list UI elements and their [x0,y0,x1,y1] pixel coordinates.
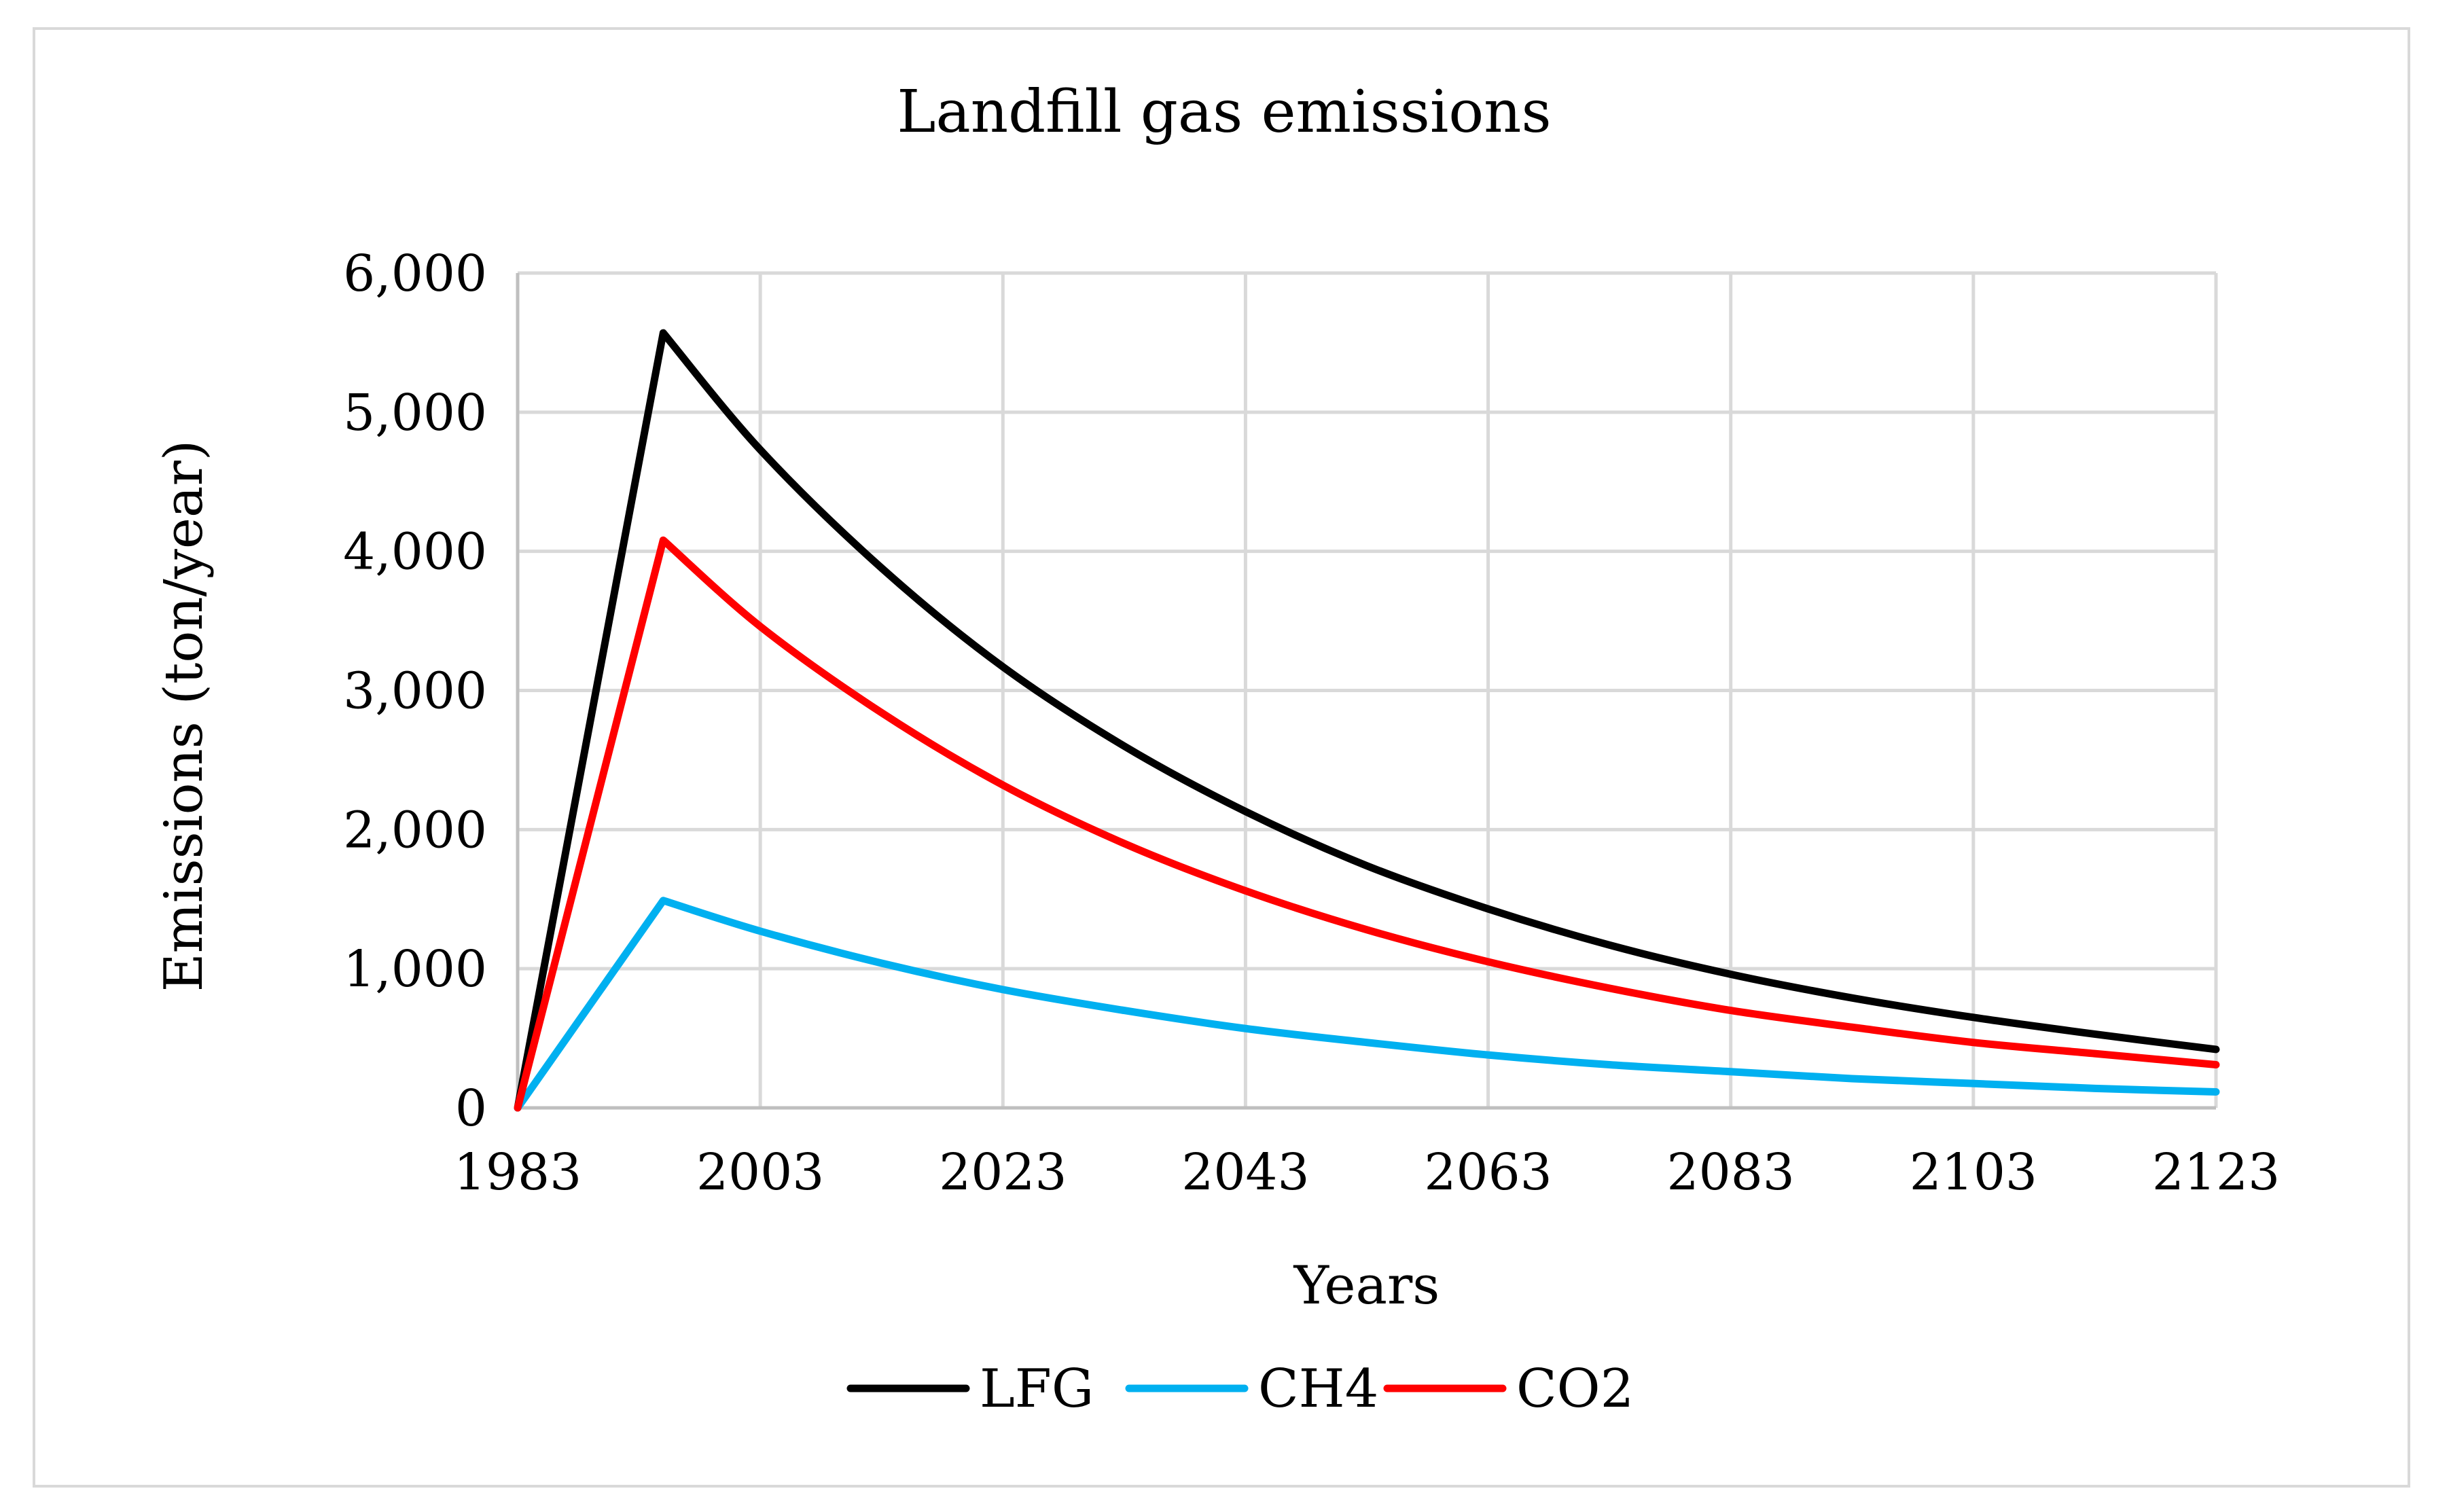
series-lines [514,329,2220,1112]
y-tick-label: 5,000 [343,384,487,442]
tick-labels: 0 1,000 2,000 3,000 4,000 5,000 6,000 1983 2003 2… [343,245,2280,1202]
x-tick-label: 2063 [1424,1143,1552,1202]
y-tick-label: 2,000 [343,801,487,859]
y-axis-title: Emissions (ton/year) [154,440,215,992]
x-tick-label: 2023 [939,1143,1067,1202]
x-tick-label: 2103 [1910,1143,2037,1202]
legend-label: CO2 [1516,1358,1634,1420]
legend-item-lfg: LFG [846,1358,1094,1420]
y-tick-label: 4,000 [343,523,487,581]
y-tick-label: 0 [455,1079,487,1138]
chart-title: Landfill gas emissions [897,78,1551,146]
y-tick-label: 6,000 [343,245,487,303]
axes [516,273,2216,1110]
x-tick-label: 2003 [696,1143,824,1202]
legend-label: LFG [980,1358,1094,1420]
legend-item-co2: CO2 [1383,1358,1634,1420]
chart-frame: Landfill gas emissions 0 1,000 2,000 3,000 4… [33,27,2410,1488]
gridlines [518,271,2218,1108]
legend: LFG CH4 CO2 [846,1358,1634,1420]
x-tick-label: 1983 [454,1143,582,1202]
chart: Landfill gas emissions 0 1,000 2,000 3,000 4… [154,78,2280,1420]
x-tick-label: 2083 [1667,1143,1795,1202]
series-line-ch4 [514,897,2220,1112]
y-tick-label: 3,000 [343,662,487,721]
series-line-lfg [514,329,2220,1112]
x-tick-label: 2123 [2152,1143,2280,1202]
series-line-co2 [514,536,2220,1112]
x-tick-label: 2043 [1181,1143,1309,1202]
legend-item-ch4: CH4 [1125,1358,1378,1420]
legend-label: CH4 [1258,1358,1378,1420]
x-axis-title: Years [1293,1255,1440,1316]
y-tick-label: 1,000 [343,940,487,998]
